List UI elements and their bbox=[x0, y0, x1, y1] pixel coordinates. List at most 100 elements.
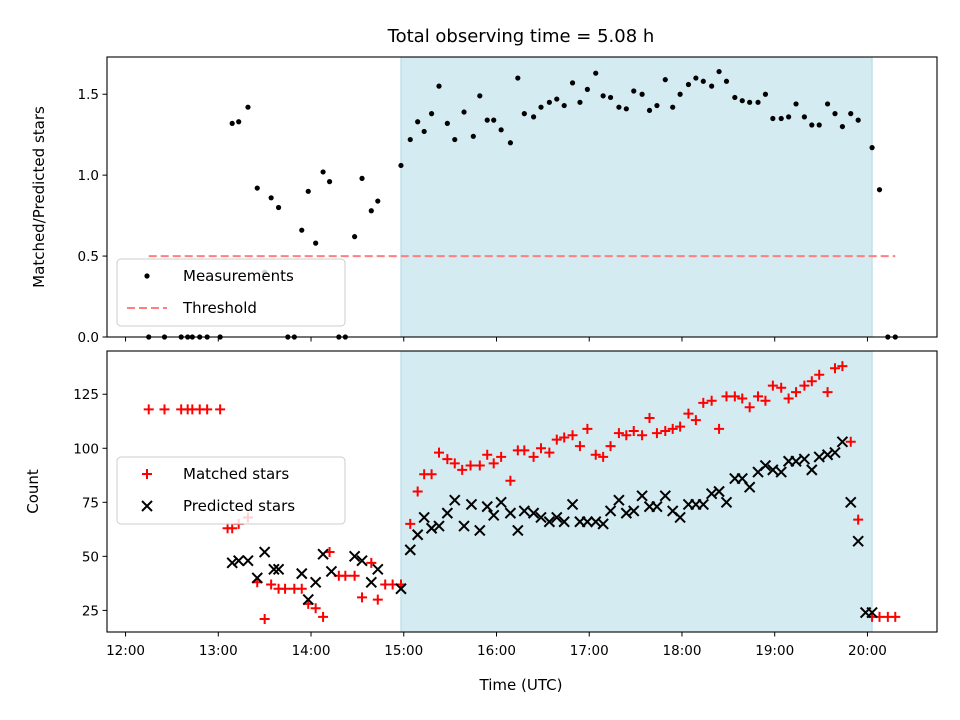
legend-marker bbox=[141, 500, 153, 512]
data-point bbox=[759, 459, 772, 472]
data-point bbox=[845, 436, 856, 447]
y-tick-label: 25 bbox=[82, 603, 99, 619]
legend-marker bbox=[142, 469, 152, 479]
data-point bbox=[569, 80, 576, 86]
data-point bbox=[407, 136, 413, 143]
data-point bbox=[543, 516, 556, 528]
data-point bbox=[706, 395, 717, 406]
data-point bbox=[356, 554, 368, 567]
data-point bbox=[398, 162, 404, 169]
y-tick-label: 100 bbox=[73, 441, 99, 457]
data-point bbox=[721, 391, 732, 402]
data-point bbox=[505, 475, 516, 486]
data-point bbox=[566, 498, 579, 511]
data-point bbox=[577, 99, 583, 105]
data-point bbox=[662, 77, 668, 83]
data-point bbox=[607, 94, 614, 101]
data-point bbox=[558, 516, 570, 528]
data-point bbox=[488, 458, 499, 469]
data-point bbox=[372, 563, 384, 576]
data-point bbox=[215, 404, 226, 415]
data-point bbox=[613, 428, 624, 439]
data-point bbox=[829, 363, 840, 374]
data-point bbox=[372, 594, 383, 605]
data-point bbox=[762, 91, 769, 97]
data-point bbox=[848, 111, 854, 117]
data-point bbox=[521, 111, 527, 117]
data-point bbox=[368, 208, 374, 214]
data-point bbox=[631, 88, 637, 94]
legend-box bbox=[116, 258, 346, 327]
observing-window bbox=[400, 56, 873, 338]
x-tick-label: 18:00 bbox=[663, 643, 702, 659]
data-point bbox=[776, 382, 787, 393]
data-point bbox=[791, 387, 802, 398]
data-point bbox=[732, 94, 738, 101]
data-point bbox=[326, 179, 333, 185]
data-point bbox=[436, 83, 442, 89]
data-point bbox=[798, 453, 811, 465]
data-point bbox=[266, 579, 277, 590]
data-point bbox=[716, 68, 722, 75]
data-point bbox=[296, 567, 308, 580]
y-tick-label: 0.0 bbox=[78, 330, 99, 346]
x-tick-label: 16:00 bbox=[477, 643, 516, 659]
data-point bbox=[801, 114, 807, 120]
data-point bbox=[280, 583, 291, 594]
legend-box bbox=[116, 456, 346, 525]
data-point bbox=[674, 511, 686, 524]
data-point bbox=[793, 101, 799, 107]
data-point bbox=[869, 145, 875, 151]
data-point bbox=[822, 387, 833, 398]
data-point bbox=[690, 415, 701, 426]
data-point bbox=[582, 423, 593, 434]
x-tick-label: 14:00 bbox=[292, 643, 331, 659]
data-point bbox=[452, 136, 458, 143]
data-point bbox=[461, 109, 467, 115]
data-point bbox=[623, 106, 629, 112]
data-point bbox=[515, 75, 521, 81]
data-point bbox=[839, 123, 846, 130]
data-point bbox=[574, 441, 585, 452]
data-point bbox=[709, 83, 715, 89]
data-point bbox=[837, 361, 848, 372]
data-point bbox=[824, 101, 831, 107]
x-tick-label: 15:00 bbox=[384, 643, 423, 659]
data-point bbox=[484, 117, 490, 123]
data-point bbox=[836, 436, 849, 448]
data-point bbox=[482, 449, 493, 460]
data-point bbox=[375, 198, 381, 204]
legend-label: Threshold bbox=[182, 299, 257, 317]
data-point bbox=[816, 122, 822, 128]
data-point bbox=[325, 565, 338, 578]
data-point bbox=[477, 93, 483, 99]
x-axis-label: Time (UTC) bbox=[479, 676, 563, 694]
data-point bbox=[729, 391, 740, 402]
data-point bbox=[814, 369, 825, 380]
data-point bbox=[636, 490, 648, 502]
data-point bbox=[245, 104, 251, 110]
data-point bbox=[628, 425, 639, 436]
data-point bbox=[646, 107, 653, 114]
data-point bbox=[226, 557, 238, 569]
data-point bbox=[829, 446, 841, 459]
data-point bbox=[236, 119, 242, 125]
x-tick-label: 20:00 bbox=[848, 643, 887, 659]
data-point bbox=[561, 102, 567, 109]
data-point bbox=[593, 70, 599, 76]
y-tick-label: 75 bbox=[82, 495, 99, 511]
data-point bbox=[309, 576, 322, 588]
x-tick-label: 13:00 bbox=[199, 643, 238, 659]
data-point bbox=[667, 423, 678, 434]
data-point bbox=[465, 498, 478, 511]
data-point bbox=[700, 78, 706, 84]
data-point bbox=[651, 428, 662, 439]
data-point bbox=[268, 195, 274, 201]
data-point bbox=[229, 120, 235, 126]
data-point bbox=[299, 227, 305, 233]
data-point bbox=[488, 509, 500, 521]
data-point bbox=[853, 514, 864, 525]
data-point bbox=[747, 99, 753, 105]
data-point bbox=[613, 494, 625, 506]
